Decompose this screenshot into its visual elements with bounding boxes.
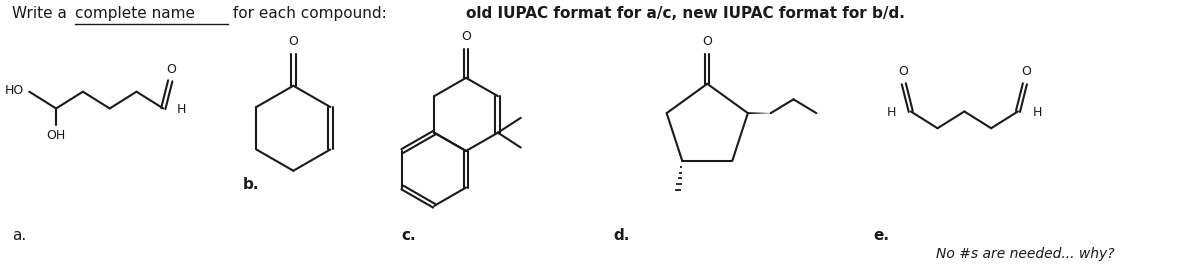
Text: O: O <box>1021 65 1031 78</box>
Text: c.: c. <box>402 228 416 243</box>
Text: No #s are needed... why?: No #s are needed... why? <box>936 247 1114 261</box>
Text: Write a: Write a <box>12 6 72 20</box>
Text: H: H <box>1033 106 1043 119</box>
Text: O: O <box>461 30 470 43</box>
Text: O: O <box>288 35 299 48</box>
Text: HO: HO <box>5 84 24 97</box>
Text: O: O <box>167 63 176 76</box>
Text: H: H <box>178 103 186 116</box>
Text: for each compound:: for each compound: <box>228 6 396 20</box>
Text: H: H <box>887 106 896 119</box>
Text: a.: a. <box>12 228 26 243</box>
Text: b.: b. <box>242 177 259 193</box>
Text: complete name: complete name <box>74 6 194 20</box>
Text: d.: d. <box>613 228 629 243</box>
Text: old IUPAC format for a/c, new IUPAC format for b/d.: old IUPAC format for a/c, new IUPAC form… <box>466 6 905 20</box>
Text: O: O <box>898 65 907 78</box>
Text: e.: e. <box>874 228 889 243</box>
Polygon shape <box>748 112 773 114</box>
Text: O: O <box>702 35 713 48</box>
Text: OH: OH <box>47 129 66 142</box>
